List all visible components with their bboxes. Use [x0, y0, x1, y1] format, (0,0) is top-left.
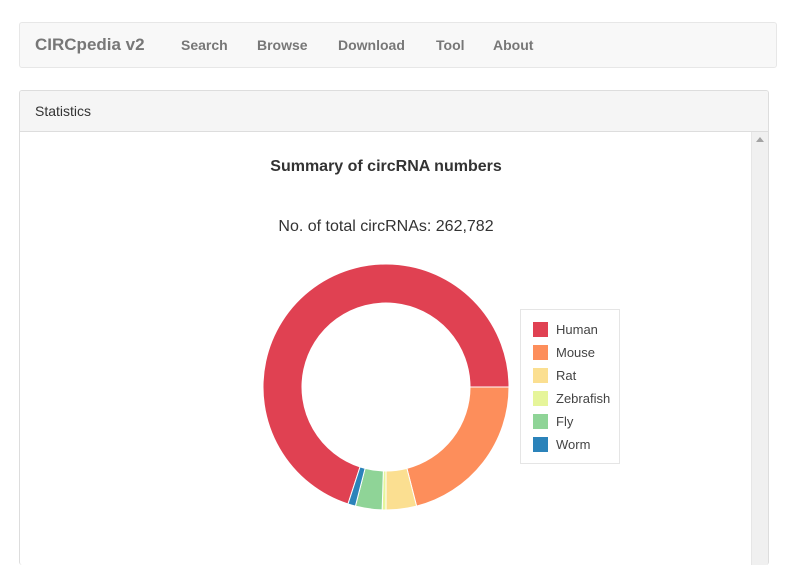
legend-item-fly[interactable]: Fly — [533, 413, 573, 429]
donut-slice-human[interactable] — [262, 263, 510, 505]
panel-body: Summary of circRNA numbers No. of total … — [20, 132, 752, 565]
chart-title: Summary of circRNA numbers — [270, 158, 502, 175]
legend-item-zebrafish[interactable]: Zebrafish — [533, 390, 610, 406]
chart-legend: Human Mouse Rat Zebrafish Fly Worm — [520, 309, 620, 464]
vertical-scrollbar[interactable] — [751, 132, 768, 565]
panel-heading: Statistics — [20, 91, 768, 132]
nav-tool[interactable]: Tool — [436, 37, 465, 53]
donut-chart — [262, 263, 510, 511]
legend-item-human[interactable]: Human — [533, 321, 598, 337]
navbar: CIRCpedia v2 Search Browse Download Tool… — [19, 22, 777, 68]
brand-logo[interactable]: CIRCpedia v2 — [35, 35, 145, 54]
scroll-up-arrow-icon[interactable] — [756, 137, 764, 142]
legend-label-fly: Fly — [556, 413, 574, 429]
legend-label-zebrafish: Zebrafish — [556, 390, 611, 406]
legend-swatch-mouse — [533, 344, 548, 360]
legend-label-human: Human — [556, 321, 598, 337]
nav-search[interactable]: Search — [181, 37, 228, 53]
legend-item-worm[interactable]: Worm — [533, 436, 590, 452]
legend-swatch-rat — [533, 367, 548, 383]
donut-slice-worm[interactable] — [347, 466, 366, 507]
nav-about[interactable]: About — [493, 37, 534, 53]
legend-label-rat: Rat — [556, 367, 577, 383]
legend-swatch-human — [533, 321, 548, 337]
legend-swatch-zebrafish — [533, 390, 548, 406]
donut-slice-mouse[interactable] — [406, 386, 510, 507]
legend-label-mouse: Mouse — [556, 344, 596, 360]
statistics-panel: Statistics Summary of circRNA numbers No… — [19, 90, 769, 565]
legend-item-mouse[interactable]: Mouse — [533, 344, 595, 360]
nav-browse[interactable]: Browse — [257, 37, 308, 53]
legend-item-rat[interactable]: Rat — [533, 367, 576, 383]
nav-download[interactable]: Download — [338, 37, 405, 53]
chart-subtitle: No. of total circRNAs: 262,782 — [278, 218, 494, 235]
legend-swatch-worm — [533, 436, 548, 452]
legend-label-worm: Worm — [556, 436, 591, 452]
legend-swatch-fly — [533, 413, 548, 429]
